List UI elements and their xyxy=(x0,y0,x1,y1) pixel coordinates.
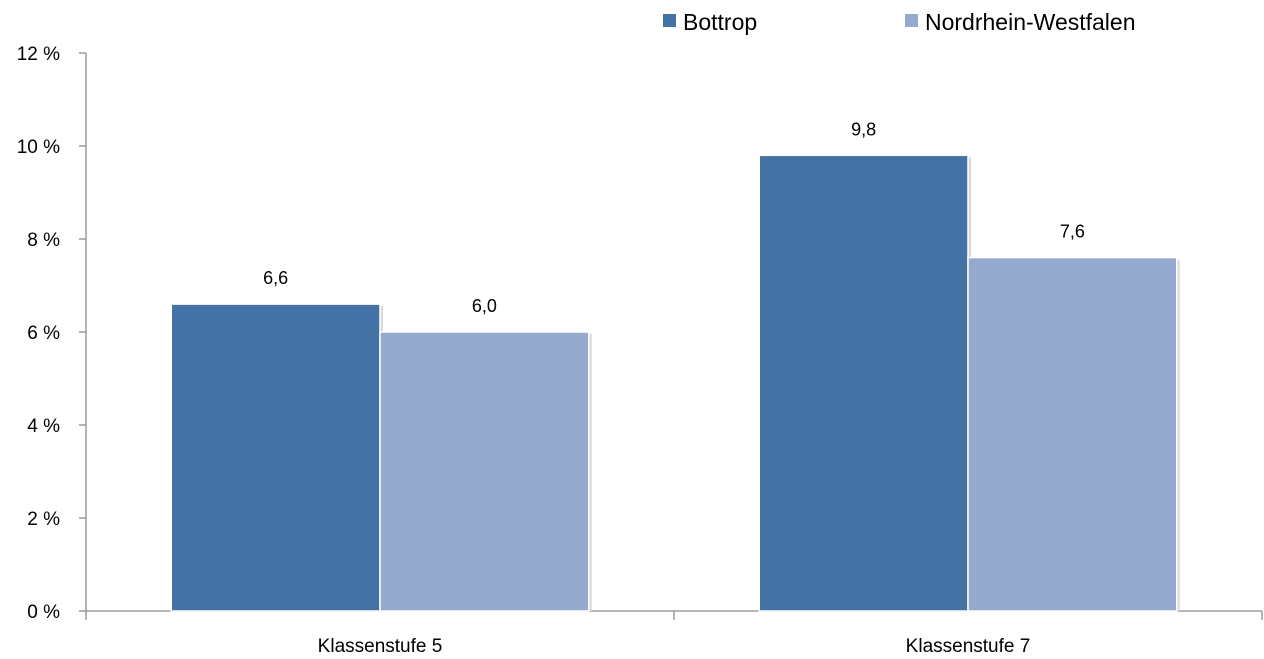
bars xyxy=(170,154,1180,612)
legend-label-nrw: Nordrhein-Westfalen xyxy=(925,9,1136,35)
bar-value-label: 6,0 xyxy=(472,296,497,316)
y-tick-label: 4 % xyxy=(27,416,60,437)
bar-value-label: 9,8 xyxy=(851,119,876,139)
bar xyxy=(170,303,381,612)
y-tick-label: 6 % xyxy=(27,323,60,344)
y-tick-label: 12 % xyxy=(17,44,60,65)
legend-label-bottrop: Bottrop xyxy=(683,9,757,35)
bar-value-label: 7,6 xyxy=(1060,222,1085,242)
legend-swatch-bottrop xyxy=(663,14,676,27)
x-category-label: Klassenstufe 5 xyxy=(318,636,443,657)
data-labels: 6,6 9,8 6,0 7,6 xyxy=(263,119,1085,316)
bar xyxy=(758,154,969,612)
bar-value-label: 6,6 xyxy=(263,268,288,288)
x-category-label: Klassenstufe 7 xyxy=(906,636,1031,657)
x-axis: Klassenstufe 5 Klassenstufe 7 xyxy=(85,610,1263,657)
y-tick-label: 8 % xyxy=(27,230,60,251)
y-axis: 0 % 2 % 4 % 6 % 8 % 10 % 12 % xyxy=(17,44,87,623)
y-tick-label: 10 % xyxy=(17,137,60,158)
legend: Bottrop Nordrhein-Westfalen xyxy=(663,9,1136,35)
legend-swatch-nrw xyxy=(905,14,918,27)
y-tick-label: 2 % xyxy=(27,509,60,530)
bar xyxy=(379,331,590,612)
bar xyxy=(967,256,1178,612)
y-tick-label: 0 % xyxy=(27,602,60,623)
